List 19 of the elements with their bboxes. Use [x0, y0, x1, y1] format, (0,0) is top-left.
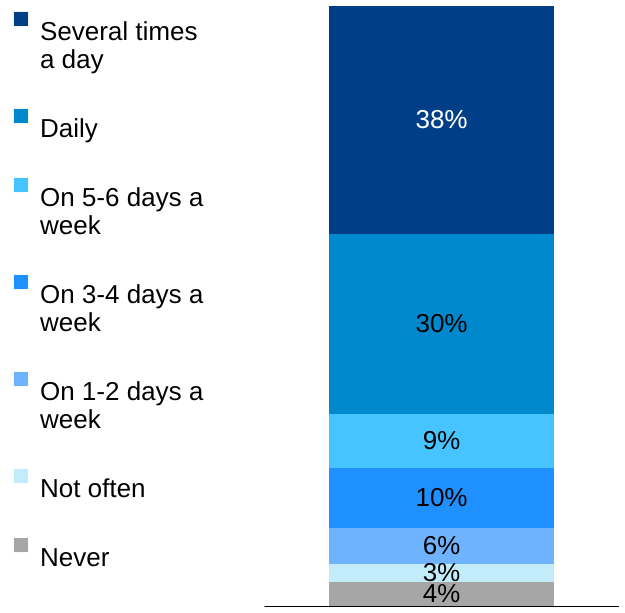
bar [329, 6, 554, 234]
bar [329, 468, 554, 528]
bar [329, 564, 554, 582]
bar [329, 414, 554, 468]
legend-label: On 1-2 days a week [39, 376, 204, 434]
legend-label: Daily [40, 113, 98, 143]
data-label: 30% [415, 308, 468, 338]
bar [329, 234, 554, 414]
legend-label: On 5-6 days a week [39, 182, 204, 240]
data-label: 9% [422, 425, 460, 455]
legend-label: Never [40, 542, 110, 572]
bar [329, 582, 554, 606]
data-label: 38% [415, 104, 468, 134]
data-label: 6% [422, 530, 460, 560]
legend-label: Several times a day [40, 16, 198, 74]
data-label: 10% [415, 482, 468, 512]
legend-label: On 3-4 days a week [39, 279, 204, 337]
legend-label: Not often [40, 473, 146, 503]
bar [329, 528, 554, 564]
